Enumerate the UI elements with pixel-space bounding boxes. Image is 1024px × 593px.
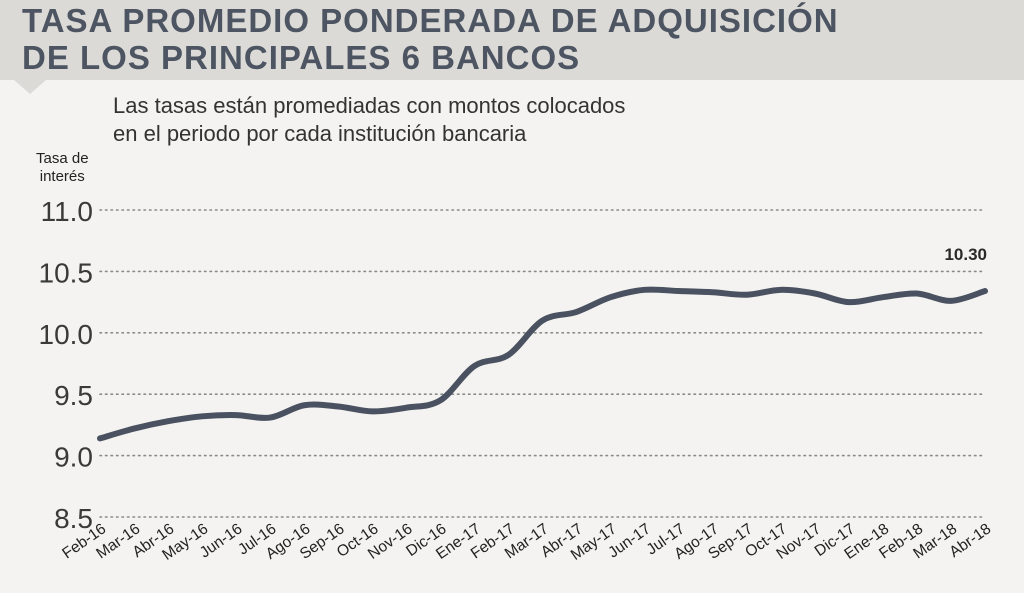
y-tick-label: 9.5	[54, 380, 93, 411]
chart-subtitle: Las tasas están promediadas con montos c…	[113, 93, 626, 146]
y-axis-label: Tasa de interés	[36, 150, 89, 185]
y-tick-label: 9.0	[54, 442, 93, 473]
y-tick-label: 10.5	[39, 257, 94, 288]
series-line	[97, 286, 988, 442]
chart-title: TASA PROMEDIO PONDERADA DE ADQUISICIÓN D…	[22, 2, 839, 76]
y-tick-label: 11.0	[41, 196, 93, 227]
title-banner-pointer	[14, 80, 46, 94]
title-banner	[0, 0, 1024, 80]
data-label: 10.30	[944, 245, 987, 264]
y-tick-label: 8.5	[54, 503, 93, 534]
y-tick-label: 10.0	[39, 319, 94, 350]
